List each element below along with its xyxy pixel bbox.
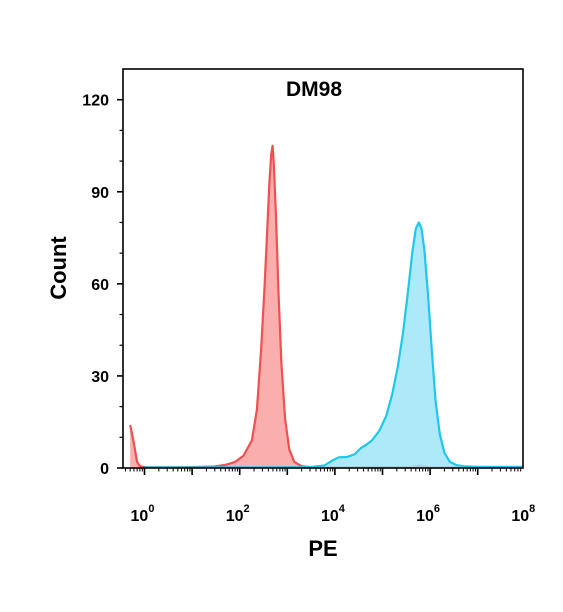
y-tick-label: 60 [91,277,109,294]
axis-ticks [117,98,522,475]
x-tick-label: 104 [321,503,346,525]
chart-title: DM98 [286,78,342,101]
tick-labels: 0 30 60 90 120 100 102 104 106 108 [82,93,535,525]
x-tick-label: 102 [226,503,250,525]
series-1-line [129,144,523,469]
y-tick-label: 90 [91,185,109,202]
series-2 [144,221,523,469]
series-1-fill [130,145,523,468]
x-axis-title: PE [308,536,337,561]
series-1 [129,144,523,469]
y-axis-title: Count [46,236,71,300]
plot-marks [129,144,523,469]
x-tick-label: 106 [416,503,440,525]
y-tick-label: 120 [82,93,109,110]
plot-frame [122,68,524,469]
x-tick-label: 100 [131,503,155,525]
series-2-fill [144,222,523,468]
x-tick-label: 108 [511,503,535,525]
y-tick-label: 0 [100,461,109,478]
series-2-line [144,221,523,469]
y-tick-label: 30 [91,369,109,386]
